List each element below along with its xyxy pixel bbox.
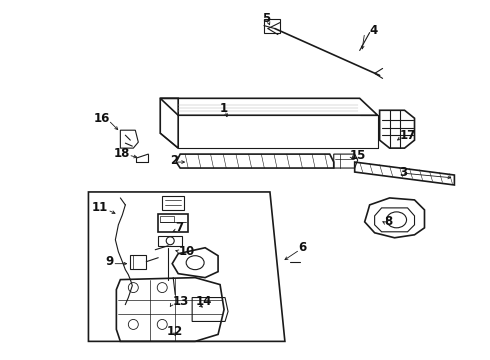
Bar (158, 236, 182, 246)
Text: 3: 3 (399, 166, 408, 179)
Text: 14: 14 (196, 295, 213, 308)
Text: 10: 10 (178, 245, 195, 258)
Bar (160, 216, 174, 222)
Text: 4: 4 (369, 24, 378, 37)
Text: 9: 9 (105, 255, 113, 268)
Bar (162, 196, 184, 210)
Text: 1: 1 (220, 102, 228, 115)
Text: 7: 7 (175, 221, 183, 234)
Text: 13: 13 (172, 295, 189, 308)
Bar (264, 19, 280, 32)
Text: 6: 6 (298, 241, 306, 254)
Text: 2: 2 (170, 154, 178, 167)
Text: 17: 17 (399, 129, 416, 142)
Bar (158, 214, 188, 232)
Text: 15: 15 (350, 149, 366, 162)
Text: 8: 8 (385, 215, 393, 228)
Text: 5: 5 (262, 12, 270, 25)
Text: 11: 11 (92, 201, 108, 215)
Text: 12: 12 (167, 325, 183, 338)
Text: 18: 18 (114, 147, 130, 159)
Bar (130, 255, 147, 269)
Text: 16: 16 (94, 112, 110, 125)
